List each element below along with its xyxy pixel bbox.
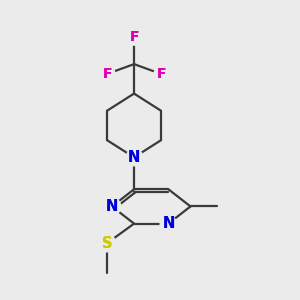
- Text: F: F: [156, 67, 166, 81]
- Text: S: S: [102, 236, 112, 251]
- Text: N: N: [162, 216, 175, 231]
- Text: N: N: [162, 216, 175, 231]
- Text: F: F: [102, 67, 112, 81]
- Text: F: F: [129, 30, 139, 44]
- Text: N: N: [106, 199, 118, 214]
- Text: F: F: [129, 30, 139, 44]
- Text: N: N: [106, 199, 118, 214]
- Text: F: F: [156, 67, 166, 81]
- Text: N: N: [128, 150, 140, 165]
- Text: F: F: [102, 67, 112, 81]
- Text: N: N: [128, 150, 140, 165]
- Text: S: S: [102, 236, 112, 251]
